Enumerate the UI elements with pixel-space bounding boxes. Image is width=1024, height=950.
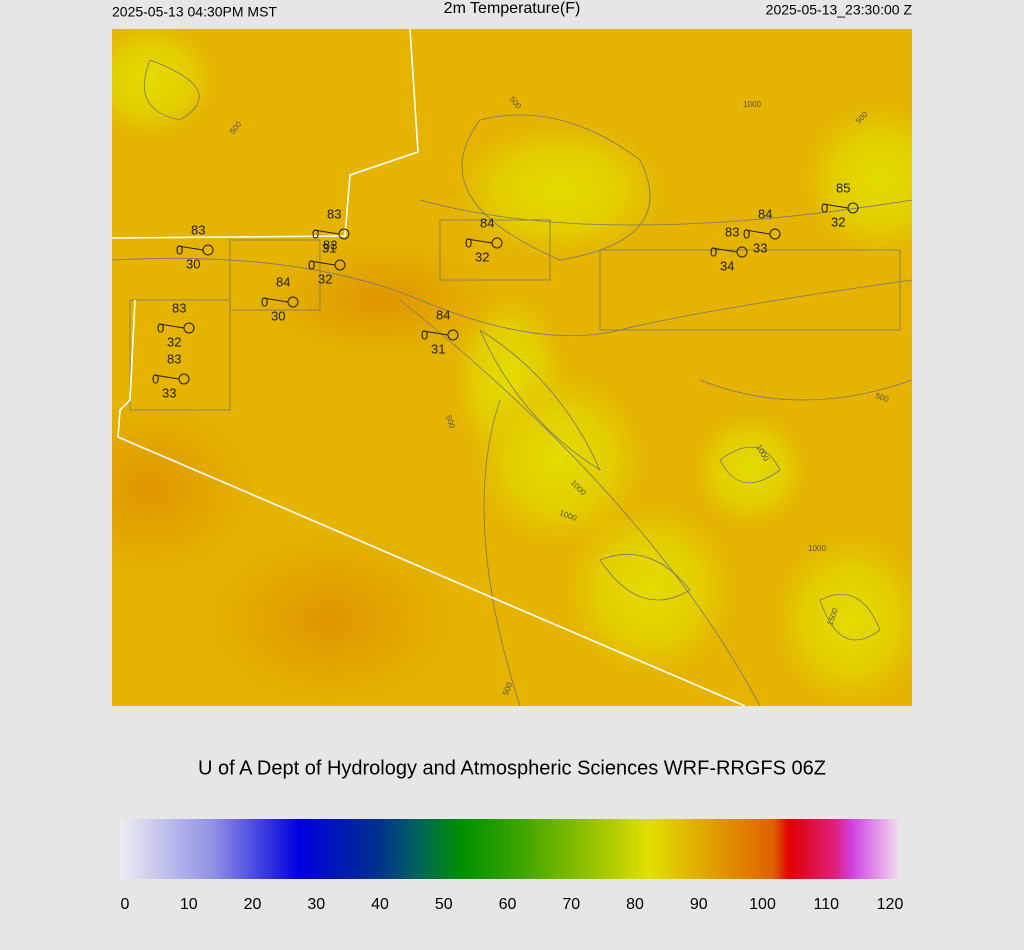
dewpoint: 31 [431, 341, 445, 356]
station: 84 031 [421, 307, 459, 356]
temperature: 83 [725, 224, 739, 239]
map [112, 29, 912, 706]
colorbar-tick-label: 110 [813, 896, 839, 913]
wind-barb [177, 245, 204, 251]
wind: 0 [176, 242, 183, 257]
contour-label: 500 [501, 681, 514, 697]
dewpoint: 32 [831, 214, 845, 229]
station: 83 032 [157, 300, 195, 349]
colorbar-tick-label: 0 [121, 896, 130, 913]
station: 84 030 [261, 274, 299, 323]
temperature: 84 [436, 307, 450, 322]
wind: 0 [261, 294, 268, 309]
colorbar-tick-label: 40 [371, 896, 389, 913]
temperature: 84 [480, 215, 494, 230]
header-title: 2m Temperature(F) [444, 0, 581, 17]
wind-barb [262, 297, 289, 303]
wind: 0 [152, 371, 159, 386]
temperature: 83 [327, 206, 341, 221]
colorbar-tick-label: 100 [749, 896, 776, 913]
station: 84 033 [743, 206, 781, 255]
contour-label: 1000 [808, 544, 826, 553]
wind: 0 [312, 226, 319, 241]
dewpoint: 33 [753, 240, 767, 255]
wind-barb [744, 229, 771, 235]
colorbar [120, 819, 898, 879]
colorbar-tick-label: 120 [877, 896, 904, 913]
wind: 0 [465, 235, 472, 250]
dewpoint: 30 [186, 256, 200, 271]
dewpoint: 32 [475, 249, 489, 264]
temperature: 84 [276, 274, 290, 289]
colorbar-tick-label: 90 [690, 896, 708, 913]
dewpoint: 31 [322, 240, 336, 255]
wind: 0 [743, 226, 750, 241]
station: 83 030 [176, 222, 214, 271]
header-right: 2025-05-13_23:30:00 Z [766, 2, 913, 18]
wind-barb [158, 323, 185, 329]
wind-barb [466, 238, 493, 244]
wind-barb [313, 229, 340, 235]
wind-barb [153, 374, 180, 380]
temperature: 83 [323, 237, 337, 252]
colorbar-tick-label: 20 [244, 896, 262, 913]
dewpoint: 32 [318, 271, 332, 286]
wind: 0 [421, 327, 428, 342]
colorbar-tick-label: 30 [307, 896, 325, 913]
wind-barb [711, 247, 738, 253]
temperature: 83 [172, 300, 186, 315]
credit: U of A Dept of Hydrology and Atmospheric… [198, 757, 826, 779]
wind: 0 [821, 200, 828, 215]
station: 83 033 [152, 351, 190, 400]
dewpoint: 32 [167, 334, 181, 349]
wind-barb [822, 203, 849, 209]
station: 83 032 [308, 237, 346, 286]
temperature: 83 [167, 351, 181, 366]
wind: 0 [710, 244, 717, 259]
wind-barb [422, 330, 449, 336]
colorbar-tick-label: 60 [499, 896, 517, 913]
wind: 0 [157, 320, 164, 335]
header-left: 2025-05-13 04:30PM MST [112, 4, 277, 20]
colorbar-tick-label: 70 [562, 896, 580, 913]
colorbar-tick-label: 10 [180, 896, 198, 913]
contour-label: 1000 [743, 100, 761, 109]
station: 84 032 [465, 215, 503, 264]
wind: 0 [308, 257, 315, 272]
dewpoint: 33 [162, 385, 176, 400]
temperature: 85 [836, 180, 850, 195]
wind-barb [309, 260, 336, 266]
colorbar-tick-label: 80 [626, 896, 644, 913]
contour-label: 500 [444, 414, 457, 430]
dewpoint: 34 [720, 258, 734, 273]
dewpoint: 30 [271, 308, 285, 323]
temperature: 83 [191, 222, 205, 237]
station: 83 031 [312, 206, 350, 255]
contour-label: 500 [874, 391, 890, 404]
temperature: 84 [758, 206, 772, 221]
colorbar-tick-label: 50 [435, 896, 453, 913]
station: 85 032 [821, 180, 859, 229]
